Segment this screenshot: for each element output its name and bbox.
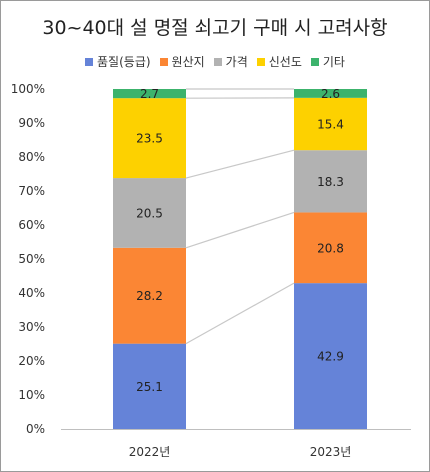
bar-segment <box>113 98 186 179</box>
y-tick-label: 90% <box>18 116 45 130</box>
data-label: 23.5 <box>136 132 163 146</box>
bar-segment <box>113 178 186 248</box>
legend-label: 가격 <box>225 55 248 69</box>
connector-line <box>185 149 295 179</box>
legend-label: 기타 <box>322 55 345 69</box>
data-label: 25.1 <box>136 380 163 394</box>
x-tick-label: 2022년 <box>129 445 171 459</box>
data-label: 18.3 <box>317 175 344 189</box>
legend-swatch <box>159 57 168 66</box>
y-tick-label: 100% <box>11 82 45 96</box>
connector-line <box>185 282 295 345</box>
legend-label: 신선도 <box>268 55 302 69</box>
y-tick-label: 10% <box>18 388 45 402</box>
legend-swatch <box>256 57 265 66</box>
y-tick-label: 50% <box>18 252 45 266</box>
legend-swatch <box>85 57 94 66</box>
y-tick-label: 70% <box>18 184 45 198</box>
legend-item: 신선도 <box>256 53 302 70</box>
data-label: 42.9 <box>317 350 344 364</box>
legend: 품질(등급) 원산지 가격 신선도 기타 <box>1 53 429 70</box>
connector-line <box>185 211 295 249</box>
y-tick-label: 40% <box>18 286 45 300</box>
bar-segment <box>294 97 367 151</box>
legend-label: 원산지 <box>171 55 205 69</box>
y-tick-label: 60% <box>18 218 45 232</box>
legend-item: 기타 <box>310 53 345 70</box>
bar-segment <box>113 247 186 344</box>
data-label: 2.6 <box>321 87 340 101</box>
data-label: 15.4 <box>317 118 344 132</box>
legend-item: 품질(등급) <box>85 53 151 70</box>
bar-segment <box>294 283 367 429</box>
legend-item: 원산지 <box>159 53 205 70</box>
data-label: 20.8 <box>317 241 344 255</box>
legend-item: 가격 <box>213 53 248 70</box>
bar-segment <box>294 150 367 213</box>
bar-segment <box>113 343 186 429</box>
connector-lines <box>185 88 295 345</box>
x-tick-label: 2023년 <box>310 445 352 459</box>
data-label: 2.7 <box>140 87 159 101</box>
bar-segment <box>113 89 186 99</box>
chart-title: 30~40대 설 명절 쇠고기 구매 시 고려사항 <box>42 17 388 39</box>
data-label: 28.2 <box>136 289 163 303</box>
legend-label: 품질(등급) <box>97 55 151 69</box>
legend-swatch <box>310 57 319 66</box>
bar-segment <box>294 89 367 98</box>
bar-segment <box>294 212 367 284</box>
y-tick-label: 80% <box>18 150 45 164</box>
y-tick-label: 0% <box>26 422 45 436</box>
y-tick-label: 20% <box>18 354 45 368</box>
data-label: 20.5 <box>136 206 163 220</box>
y-tick-label: 30% <box>18 320 45 334</box>
legend-swatch <box>213 57 222 66</box>
